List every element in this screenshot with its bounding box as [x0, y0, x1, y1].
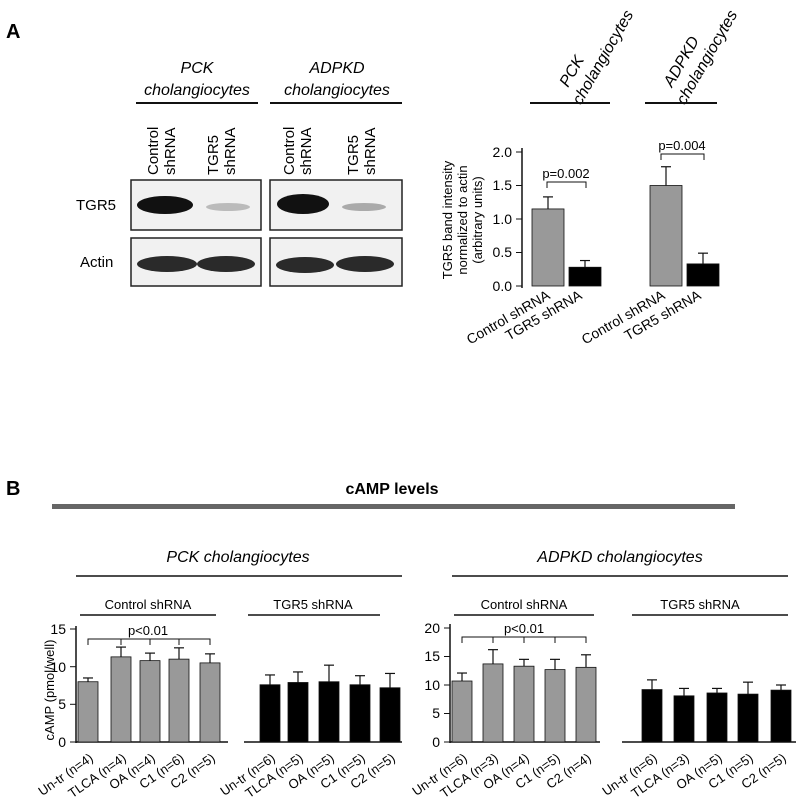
- chart-b1-bars: [77, 646, 401, 743]
- bar: [649, 185, 683, 287]
- bar-header-1: PCK cholangiocytes: [557, 8, 637, 108]
- blot-group-1-title-line1: PCK: [181, 60, 215, 77]
- chart-b-ylabel: cAMP (pmol/well): [42, 640, 57, 741]
- chart-b2-ytick: 5: [432, 705, 440, 721]
- bar: [110, 656, 132, 743]
- bar: [482, 663, 504, 743]
- chart-a-pvalue-1: p=0.002: [542, 166, 589, 181]
- svg-text:shRNA: shRNA: [362, 127, 379, 175]
- band-actin-2: [197, 256, 255, 272]
- chart-a-ylabel: TGR5 band intensity normalized to actin …: [440, 160, 485, 279]
- chart-b2-ytick: 10: [424, 677, 440, 693]
- bar: [770, 689, 792, 743]
- band-actin-1: [137, 256, 197, 272]
- chart-a-ytick: 1.5: [493, 177, 513, 193]
- subpanel-2-group-control: Control shRNA: [481, 597, 568, 612]
- band-actin-3: [276, 257, 334, 273]
- blot-images: [130, 179, 403, 287]
- bar: [673, 695, 695, 743]
- subpanel-2-title: ADPKD cholangiocytes: [536, 549, 702, 566]
- bar: [168, 658, 190, 743]
- chart-b1-xlabels: Un-tr (n=4)TLCA (n=4)OA (n=4)C1 (n=6)C2 …: [35, 750, 397, 801]
- chart-b2-ytick: 15: [424, 648, 440, 664]
- chart-b2-ytick: 0: [432, 734, 440, 750]
- svg-text:shRNA: shRNA: [298, 127, 315, 175]
- bar: [544, 669, 566, 743]
- chart-a-pvalue-brackets: [546, 153, 705, 188]
- band-tgr5-3: [277, 194, 329, 214]
- bar: [451, 680, 473, 743]
- bar: [287, 682, 309, 743]
- bar-header-2: ADPKD cholangiocytes: [660, 8, 741, 108]
- chart-b1-ytick: 0: [58, 734, 66, 750]
- chart-b1-ytick: 5: [58, 696, 66, 712]
- svg-text:Control: Control: [281, 127, 298, 175]
- bar: [259, 684, 281, 743]
- lane-label-1: Control shRNA: [145, 127, 179, 175]
- bar: [318, 681, 340, 743]
- blot-group-2-title-line2: cholangiocytes: [284, 82, 390, 99]
- blot-group-2-title-line1: ADPKD: [308, 60, 365, 77]
- chart-a-bars: [531, 166, 720, 287]
- svg-text:TGR5 band intensity: TGR5 band intensity: [440, 160, 455, 279]
- band-actin-4: [336, 256, 394, 272]
- bar: [199, 662, 221, 743]
- svg-text:Control: Control: [145, 127, 162, 175]
- lane-label-2: TGR5 shRNA: [205, 127, 239, 175]
- svg-text:shRNA: shRNA: [222, 127, 239, 175]
- band-tgr5-1: [137, 196, 193, 214]
- chart-a-axis: [516, 148, 523, 288]
- bar: [77, 681, 99, 743]
- chart-a-pvalue-2: p=0.004: [658, 138, 705, 153]
- chart-b1-ytick: 10: [50, 659, 66, 675]
- bar: [706, 692, 728, 743]
- bar: [513, 665, 535, 743]
- lane-label-3: Control shRNA: [281, 127, 315, 175]
- chart-a-ytick: 0.0: [493, 278, 513, 294]
- chart-b1-ytick: 15: [50, 621, 66, 637]
- bar: [379, 687, 401, 743]
- chart-b2-pvalue: p<0.01: [504, 621, 544, 636]
- svg-text:TGR5: TGR5: [345, 135, 362, 175]
- chart-b-pvalue-brackets: [87, 636, 587, 645]
- bar: [349, 684, 371, 743]
- svg-text:TGR5: TGR5: [205, 135, 222, 175]
- bar: [575, 666, 597, 743]
- chart-b2-xlabels: Un-tr (n=6)TLCA (n=3)OA (n=4)C1 (n=5)C2 …: [409, 750, 788, 801]
- bar: [737, 693, 759, 743]
- blot-row-label-tgr5: TGR5: [76, 197, 116, 214]
- lane-label-4: TGR5 shRNA: [345, 127, 379, 175]
- bar: [568, 266, 602, 287]
- chart-a-ytick: 1.0: [493, 211, 513, 227]
- chart-b2-bars: [451, 649, 792, 743]
- blot-group-1-title-line2: cholangiocytes: [144, 82, 250, 99]
- panel-b-title-rule: [52, 504, 735, 509]
- chart-a-ytick: 0.5: [493, 244, 513, 260]
- bar: [531, 208, 565, 287]
- bar: [641, 689, 663, 743]
- svg-text:normalized to actin: normalized to actin: [455, 165, 470, 274]
- bar: [686, 263, 720, 287]
- chart-a-ytick: 2.0: [493, 144, 513, 160]
- panel-b-title: cAMP levels: [345, 481, 438, 498]
- subpanel-2-group-tgr5: TGR5 shRNA: [660, 597, 740, 612]
- subpanel-1-group-control: Control shRNA: [105, 597, 192, 612]
- svg-text:shRNA: shRNA: [162, 127, 179, 175]
- band-tgr5-2: [206, 203, 250, 211]
- chart-b1-pvalue: p<0.01: [128, 623, 168, 638]
- band-tgr5-4: [342, 203, 386, 211]
- bar: [139, 660, 161, 743]
- svg-text:(arbitrary units): (arbitrary units): [470, 176, 485, 263]
- panel-a-label: A: [6, 21, 20, 43]
- subpanel-1-title: PCK cholangiocytes: [166, 549, 309, 566]
- panel-b-label: B: [6, 478, 20, 500]
- chart-b2-ytick: 20: [424, 620, 440, 636]
- blot-row-label-actin: Actin: [80, 254, 113, 271]
- subpanel-1-group-tgr5: TGR5 shRNA: [273, 597, 353, 612]
